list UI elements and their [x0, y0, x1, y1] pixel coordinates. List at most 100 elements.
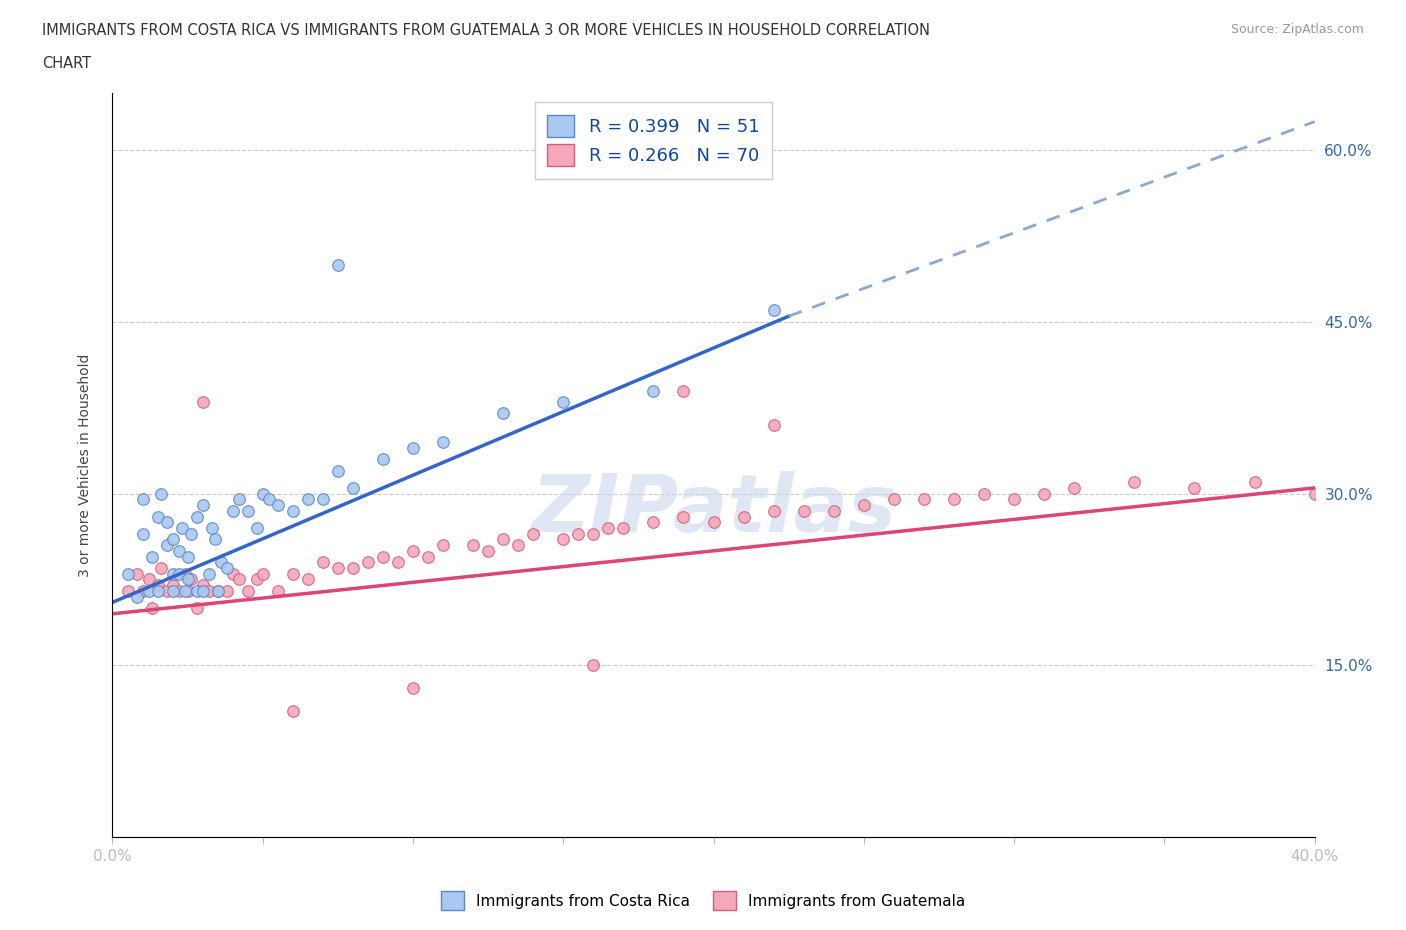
Point [191, 583, 214, 598]
Point [207, 583, 229, 598]
Point [167, 543, 190, 558]
Point [146, 578, 169, 592]
Point [228, 492, 250, 507]
Point [1123, 474, 1146, 489]
Point [432, 538, 454, 552]
Point [167, 566, 190, 581]
Point [176, 549, 198, 564]
Point [204, 532, 226, 547]
Point [342, 561, 364, 576]
Point [973, 486, 995, 501]
Point [326, 561, 349, 576]
Point [162, 578, 184, 592]
Point [672, 509, 695, 524]
Point [186, 601, 208, 616]
Point [762, 418, 785, 432]
Point [357, 555, 380, 570]
Point [267, 498, 290, 512]
Point [162, 532, 184, 547]
Point [117, 583, 139, 598]
Point [131, 526, 153, 541]
Point [281, 704, 304, 719]
Point [508, 538, 530, 552]
Point [402, 543, 425, 558]
Point [246, 521, 269, 536]
Point [312, 492, 335, 507]
Point [492, 532, 515, 547]
Point [186, 583, 208, 598]
Point [1184, 481, 1206, 496]
Point [1002, 492, 1025, 507]
Point [176, 583, 198, 598]
Text: ZIPatlas: ZIPatlas [531, 471, 896, 549]
Point [162, 566, 184, 581]
Point [326, 463, 349, 478]
Point [1303, 486, 1326, 501]
Point [823, 503, 845, 518]
Point [297, 572, 319, 587]
Point [155, 583, 177, 598]
Point [281, 566, 304, 581]
Point [252, 486, 274, 501]
Point [173, 583, 195, 598]
Point [191, 578, 214, 592]
Point [281, 503, 304, 518]
Point [201, 521, 224, 536]
Point [257, 492, 280, 507]
Point [371, 452, 394, 467]
Point [612, 521, 634, 536]
Point [141, 549, 163, 564]
Point [492, 406, 515, 421]
Point [461, 538, 484, 552]
Point [326, 258, 349, 272]
Point [553, 394, 575, 409]
Point [477, 543, 499, 558]
Point [702, 515, 725, 530]
Point [155, 515, 177, 530]
Point [582, 658, 605, 672]
Point [297, 492, 319, 507]
Point [207, 583, 229, 598]
Point [883, 492, 905, 507]
Point [852, 498, 875, 512]
Point [180, 572, 202, 587]
Point [117, 566, 139, 581]
Text: Source: ZipAtlas.com: Source: ZipAtlas.com [1230, 23, 1364, 36]
Point [582, 526, 605, 541]
Point [173, 566, 195, 581]
Point [672, 383, 695, 398]
Point [215, 561, 238, 576]
Point [1063, 481, 1085, 496]
Text: CHART: CHART [42, 56, 91, 71]
Legend: Immigrants from Costa Rica, Immigrants from Guatemala: Immigrants from Costa Rica, Immigrants f… [433, 884, 973, 918]
Point [402, 681, 425, 696]
Point [267, 583, 290, 598]
Point [312, 555, 335, 570]
Point [146, 509, 169, 524]
Point [149, 561, 172, 576]
Point [125, 566, 148, 581]
Point [228, 572, 250, 587]
Point [236, 503, 259, 518]
Point [180, 526, 202, 541]
Point [387, 555, 409, 570]
Point [733, 509, 755, 524]
Point [222, 503, 245, 518]
Text: IMMIGRANTS FROM COSTA RICA VS IMMIGRANTS FROM GUATEMALA 3 OR MORE VEHICLES IN HO: IMMIGRANTS FROM COSTA RICA VS IMMIGRANTS… [42, 23, 931, 38]
Point [131, 583, 153, 598]
Point [236, 583, 259, 598]
Point [146, 583, 169, 598]
Point [432, 434, 454, 449]
Point [209, 555, 232, 570]
Point [197, 566, 219, 581]
Point [155, 538, 177, 552]
Point [643, 383, 665, 398]
Point [762, 303, 785, 318]
Point [252, 566, 274, 581]
Point [141, 601, 163, 616]
Point [246, 572, 269, 587]
Point [598, 521, 620, 536]
Point [942, 492, 965, 507]
Point [567, 526, 589, 541]
Point [138, 572, 160, 587]
